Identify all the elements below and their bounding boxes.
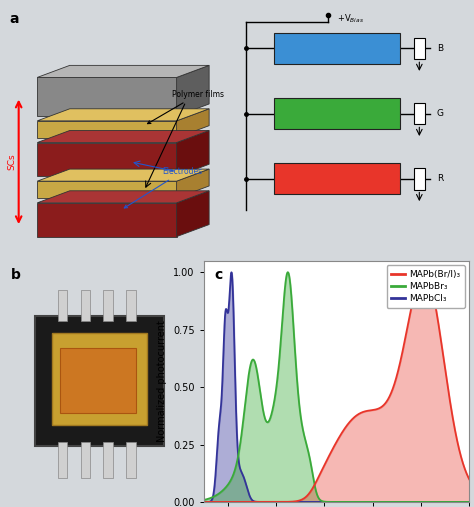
Legend: MAPb(Br/I)₃, MAPbBr₃, MAPbCl₃: MAPb(Br/I)₃, MAPbBr₃, MAPbCl₃: [386, 265, 465, 308]
Polygon shape: [177, 169, 209, 198]
Polygon shape: [37, 130, 209, 142]
Text: Polymer films: Polymer films: [147, 90, 224, 124]
Text: B: B: [437, 44, 443, 53]
FancyBboxPatch shape: [60, 348, 136, 413]
Bar: [126, 442, 136, 478]
Text: a: a: [9, 12, 19, 26]
Text: c: c: [214, 268, 222, 282]
FancyBboxPatch shape: [35, 316, 164, 447]
Polygon shape: [177, 109, 209, 138]
FancyBboxPatch shape: [274, 33, 400, 64]
Text: SCs: SCs: [7, 154, 16, 170]
Polygon shape: [37, 181, 177, 198]
Polygon shape: [37, 78, 177, 116]
Bar: [103, 289, 113, 321]
Bar: [413, 38, 425, 59]
Bar: [52, 333, 147, 425]
Text: MAPb(Br/I)$_3$: MAPb(Br/I)$_3$: [311, 172, 363, 185]
Bar: [413, 168, 425, 190]
Polygon shape: [37, 203, 177, 237]
Text: R: R: [437, 174, 443, 183]
Polygon shape: [177, 130, 209, 176]
Bar: [58, 289, 67, 321]
Bar: [81, 289, 90, 321]
Text: Electrodes: Electrodes: [124, 167, 203, 208]
Text: MAPbBr$_3$: MAPbBr$_3$: [317, 107, 356, 120]
Y-axis label: Normalized photocurrent: Normalized photocurrent: [157, 320, 167, 442]
Bar: [58, 442, 67, 478]
Polygon shape: [37, 191, 209, 203]
Polygon shape: [177, 191, 209, 237]
Text: b: b: [10, 268, 20, 282]
Text: G: G: [437, 109, 444, 118]
Polygon shape: [37, 121, 177, 138]
Bar: [413, 103, 425, 124]
FancyBboxPatch shape: [274, 98, 400, 129]
Bar: [103, 442, 113, 478]
Polygon shape: [37, 169, 209, 181]
Text: +V$_{Bias}$: +V$_{Bias}$: [337, 12, 364, 25]
Bar: [126, 289, 136, 321]
Polygon shape: [37, 142, 177, 176]
Bar: [81, 442, 90, 478]
Polygon shape: [177, 65, 209, 116]
Polygon shape: [37, 109, 209, 121]
Polygon shape: [37, 65, 209, 78]
Text: MAPbCl$_3$: MAPbCl$_3$: [318, 42, 356, 55]
FancyBboxPatch shape: [274, 163, 400, 194]
